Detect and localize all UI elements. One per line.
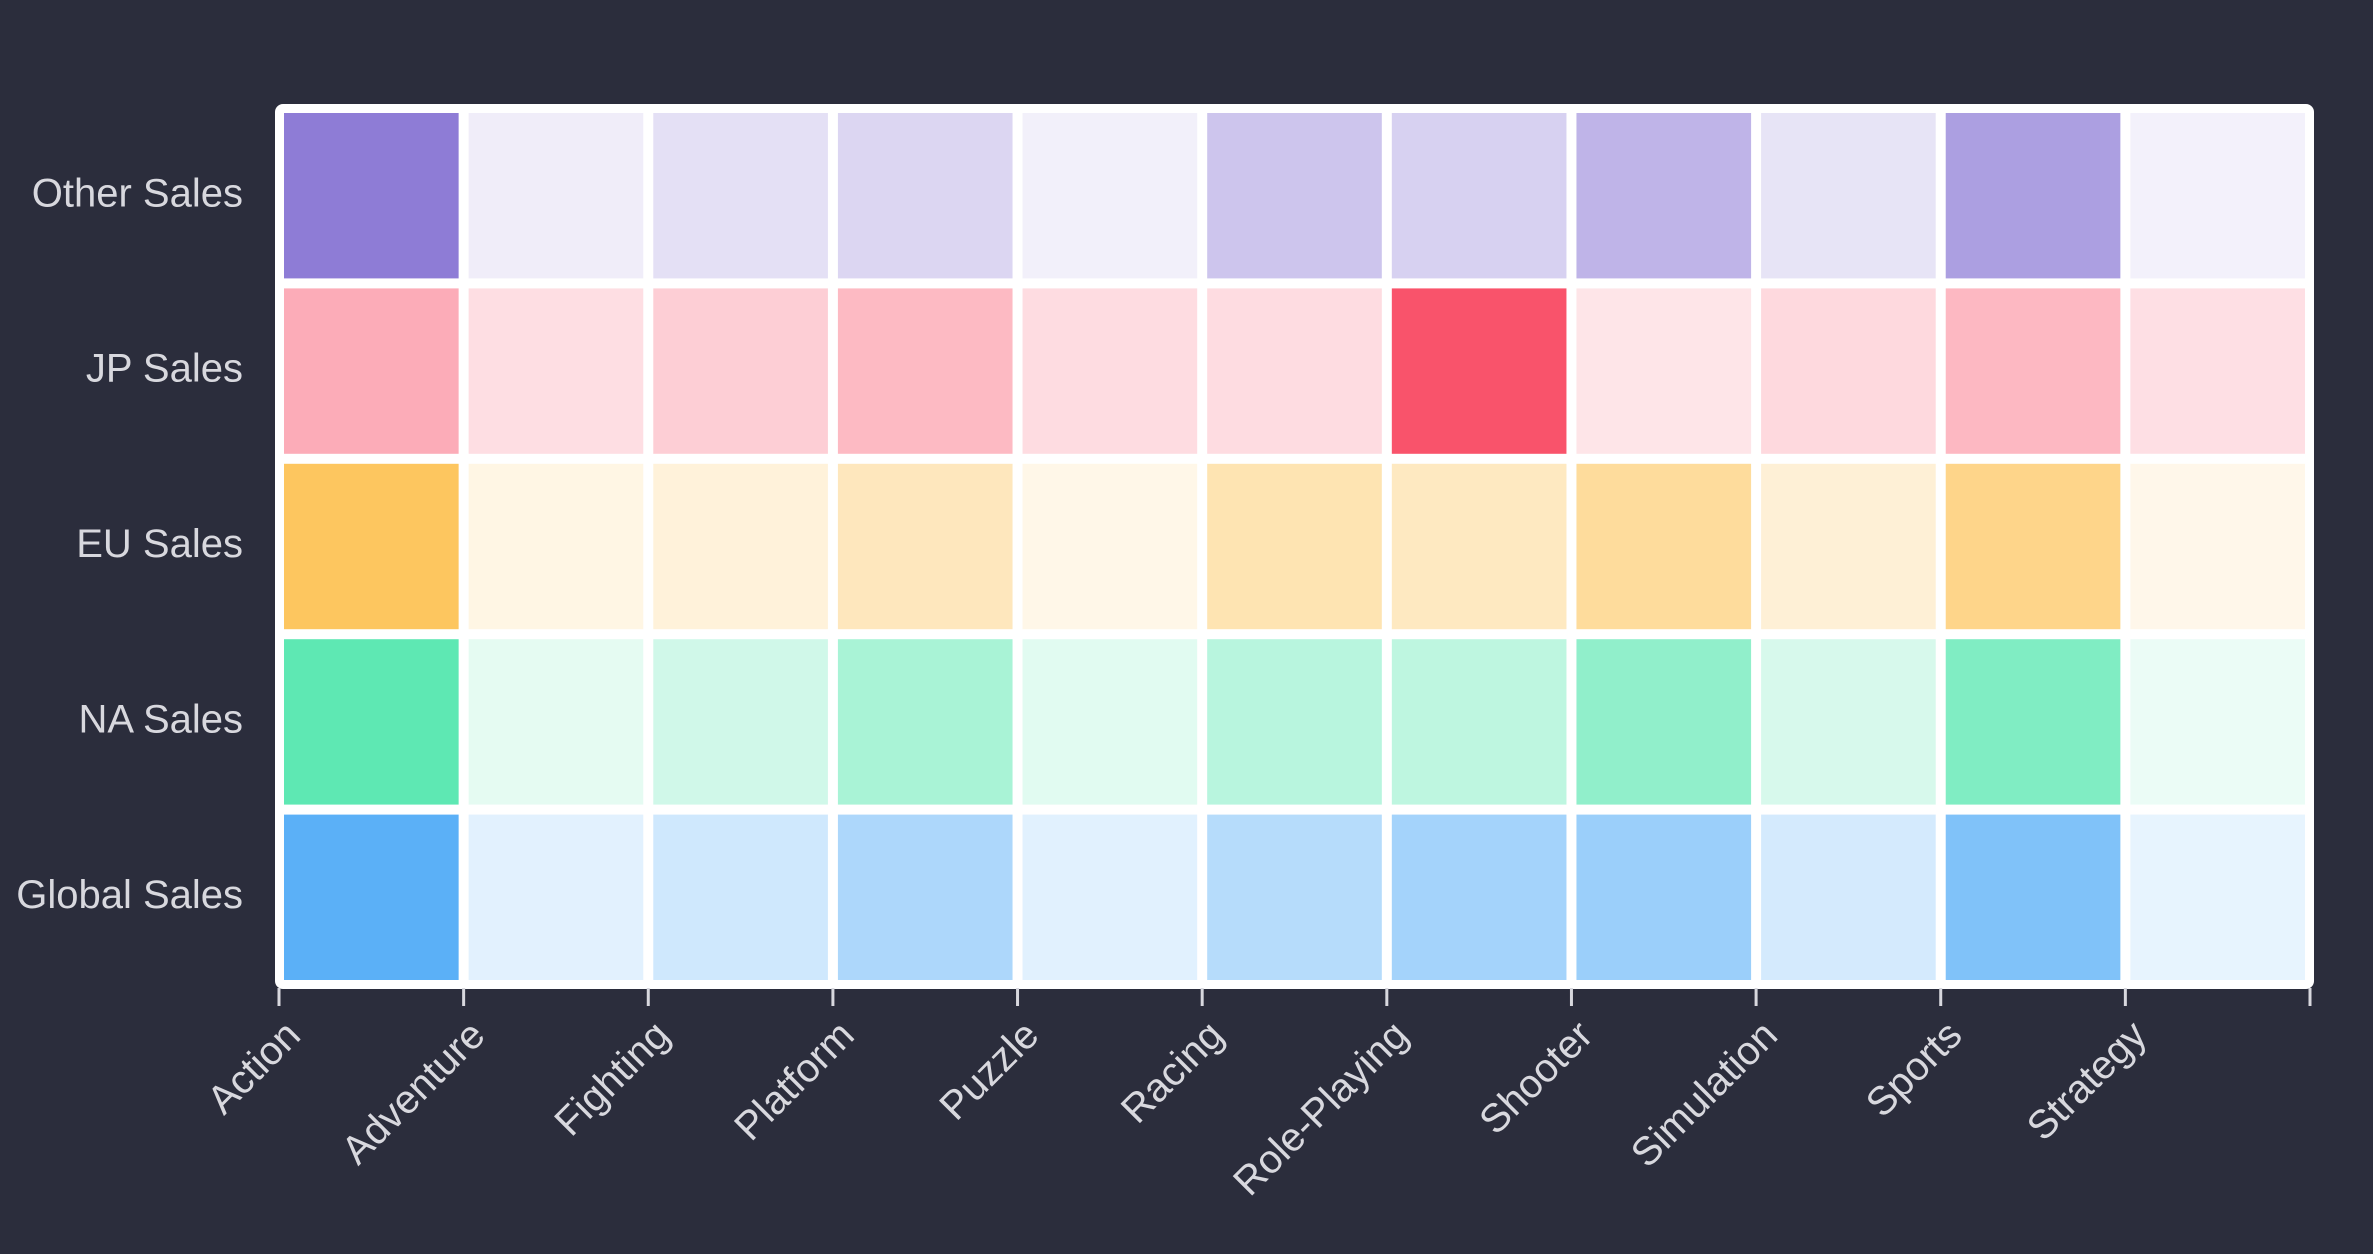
heatmap-cell	[284, 463, 459, 630]
heatmap-cell	[653, 288, 828, 454]
heatmap-cell	[1391, 463, 1567, 630]
heatmap-cell	[1945, 113, 2121, 279]
y-tick-label: Global Sales	[16, 873, 243, 917]
heatmap-cell	[468, 639, 644, 805]
heatmap-cell	[1761, 639, 1936, 805]
heatmap-cell	[1022, 639, 1198, 805]
heatmap-cell	[1391, 113, 1567, 279]
heatmap-cell	[1022, 814, 1198, 980]
heatmap-cell	[1945, 463, 2121, 630]
heatmap-cell	[1761, 463, 1936, 630]
heatmap-cell	[1945, 288, 2121, 454]
heatmap-cell	[2130, 814, 2305, 980]
heatmap-cell	[1576, 463, 1752, 630]
heatmap-cell	[284, 288, 459, 454]
heatmap-cell	[2130, 639, 2305, 805]
heatmap-cell	[837, 639, 1013, 805]
heatmap-cell	[468, 463, 644, 630]
heatmap-cell	[1576, 113, 1752, 279]
heatmap-cell	[284, 113, 459, 279]
heatmap-cell	[1576, 639, 1752, 805]
y-tick-label: NA Sales	[78, 697, 243, 741]
heatmap-cell	[468, 814, 644, 980]
heatmap-cell	[837, 463, 1013, 630]
heatmap-cell	[2130, 288, 2305, 454]
heatmap-cell	[1207, 639, 1382, 805]
heatmap-cell	[837, 113, 1013, 279]
heatmap-cell	[1022, 463, 1198, 630]
heatmap-cell	[1391, 639, 1567, 805]
heatmap-cell	[2130, 463, 2305, 630]
heatmap-cell	[1761, 288, 1936, 454]
heatmap-cell	[1207, 288, 1382, 454]
heatmap-cell	[837, 814, 1013, 980]
heatmap-cell	[1761, 814, 1936, 980]
heatmap-cell	[284, 814, 459, 980]
heatmap-cell	[653, 113, 828, 279]
heatmap-cell	[837, 288, 1013, 454]
heatmap-cell	[1022, 288, 1198, 454]
heatmap-cell	[653, 639, 828, 805]
heatmap-cell	[1207, 463, 1382, 630]
heatmap-cell	[468, 113, 644, 279]
y-tick-label: Other Sales	[32, 171, 243, 215]
heatmap-cell	[1576, 814, 1752, 980]
y-tick-label: EU Sales	[76, 522, 243, 566]
heatmap-cell	[1391, 288, 1567, 454]
heatmap-cell	[1761, 113, 1936, 279]
heatmap-cell	[1207, 113, 1382, 279]
heatmap-cell	[1945, 814, 2121, 980]
heatmap-cell	[468, 288, 644, 454]
heatmap-cell	[1022, 113, 1198, 279]
heatmap-cell	[653, 463, 828, 630]
heatmap-cell	[653, 814, 828, 980]
heatmap-cell	[1391, 814, 1567, 980]
heatmap-cell	[2130, 113, 2305, 279]
y-tick-label: JP Sales	[86, 347, 243, 391]
heatmap-cell	[1576, 288, 1752, 454]
heatmap-cell	[1945, 639, 2121, 805]
heatmap-cell	[284, 639, 459, 805]
heatmap-cell	[1207, 814, 1382, 980]
